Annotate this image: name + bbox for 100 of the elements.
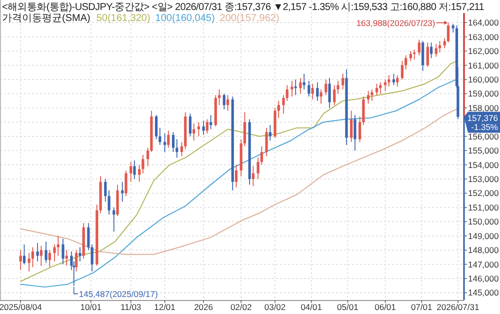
candlestick bbox=[311, 83, 314, 100]
candlestick bbox=[366, 90, 370, 104]
candlestick bbox=[342, 73, 344, 90]
candlestick bbox=[22, 244, 26, 265]
y-tick-label: 160,000 bbox=[468, 74, 499, 84]
candlestick bbox=[112, 206, 116, 232]
candlestick bbox=[290, 80, 294, 97]
candlestick bbox=[222, 93, 226, 110]
candlestick bbox=[48, 250, 51, 268]
y-tick-label: 158,000 bbox=[468, 102, 499, 113]
x-tick-label: 02/02 bbox=[230, 302, 252, 312]
y-tick-label: 149,000 bbox=[468, 230, 499, 241]
candlestick bbox=[28, 252, 30, 272]
candlestick bbox=[422, 40, 424, 72]
x-tick-label: 11/03 bbox=[120, 302, 142, 312]
candlestick bbox=[268, 124, 272, 142]
candlestick bbox=[180, 142, 184, 157]
candlestick bbox=[206, 118, 208, 134]
candlestick bbox=[388, 74, 390, 88]
y-tick-label: 146,000 bbox=[468, 274, 499, 284]
candlestick bbox=[210, 114, 212, 130]
candlestick bbox=[124, 170, 128, 197]
candlestick bbox=[130, 161, 132, 182]
x-tick-label: 05/01 bbox=[337, 302, 359, 312]
candlestick bbox=[154, 114, 158, 140]
candlestick bbox=[218, 88, 221, 106]
candlestick bbox=[90, 244, 94, 272]
candlestick bbox=[409, 50, 412, 62]
candlestick bbox=[202, 120, 205, 136]
y-tick-label: 154,000 bbox=[468, 160, 499, 170]
candlestick bbox=[36, 242, 39, 262]
x-tick-label: 2025/08/04 bbox=[0, 302, 42, 312]
text: 157,376 bbox=[467, 112, 498, 123]
candlestick bbox=[172, 132, 175, 152]
candlestick bbox=[31, 246, 34, 268]
candlestick bbox=[40, 245, 42, 266]
candlestick bbox=[320, 88, 322, 104]
candlestick bbox=[404, 54, 408, 70]
candlestick bbox=[308, 80, 310, 97]
y-tick-label: 164,000 bbox=[468, 18, 499, 28]
x-tick-label: 04/01 bbox=[300, 302, 322, 312]
candlestick bbox=[418, 39, 420, 56]
candlestick bbox=[430, 42, 433, 59]
candlestick bbox=[265, 127, 268, 157]
y-tick-label: 153,000 bbox=[468, 174, 499, 184]
candlestick bbox=[316, 82, 319, 102]
x-tick-label: 10/01 bbox=[80, 302, 102, 312]
candlestick bbox=[133, 160, 136, 180]
candlestick bbox=[192, 123, 196, 142]
candlestick bbox=[286, 84, 288, 102]
y-tick-label: 163,000 bbox=[468, 32, 499, 42]
y-tick-label: 162,000 bbox=[468, 46, 499, 56]
y-tick-label: 145,000 bbox=[468, 288, 499, 298]
candlestick bbox=[19, 250, 22, 270]
y-tick-label: 151,000 bbox=[468, 202, 499, 212]
candlestick bbox=[396, 74, 399, 88]
y-tick-label: 147,000 bbox=[468, 259, 499, 270]
candlestick bbox=[446, 22, 450, 43]
y-tick-label: 155,000 bbox=[468, 146, 499, 156]
candlestick bbox=[434, 43, 438, 58]
y-tick-label: 159,000 bbox=[468, 88, 499, 99]
y-tick-label: 152,000 bbox=[468, 188, 499, 198]
candlestick bbox=[188, 113, 192, 137]
y-tick-label: 148,000 bbox=[468, 245, 499, 256]
candlestick bbox=[252, 166, 254, 187]
y-tick-label: 156,000 bbox=[468, 131, 499, 142]
x-tick-label: 03/02 bbox=[264, 302, 286, 312]
x-tick-label: 07/01 bbox=[410, 302, 432, 312]
x-tick-label: 06/01 bbox=[374, 302, 396, 312]
candlestick bbox=[354, 114, 356, 152]
candlestick bbox=[163, 133, 166, 152]
candlestick bbox=[379, 82, 382, 94]
candlestick bbox=[226, 94, 230, 112]
candlestick bbox=[392, 73, 396, 86]
legend: 가격이동평균(SMA) 50(161,320) 100(160,045) 200(157,962) bbox=[2, 13, 280, 24]
text: -1.35% bbox=[471, 122, 498, 132]
candlestick bbox=[62, 238, 64, 265]
candlestick bbox=[78, 246, 82, 262]
x-tick-label: 12/01 bbox=[154, 302, 176, 312]
annotation: 145,487(2025/09/17) bbox=[78, 288, 158, 299]
candlestick bbox=[158, 127, 162, 146]
candlestick bbox=[350, 110, 353, 142]
candlestick bbox=[75, 250, 78, 272]
candlestick bbox=[413, 49, 416, 60]
candlestick bbox=[167, 130, 170, 148]
candlestick bbox=[176, 138, 178, 158]
candlestick bbox=[375, 83, 378, 96]
chart-title: <해외통화(통합)-USDJPY-중간값> <일> 2026/07/31 종:157,376 ▼2,157 -1.35% 시:159,533 고:160,880 저:157,211 bbox=[2, 2, 485, 13]
x-tick-label: 2026 bbox=[194, 302, 214, 312]
candlestick bbox=[234, 164, 238, 188]
y-tick-label: 161,000 bbox=[468, 60, 499, 70]
candlestick bbox=[426, 42, 429, 68]
x-tick-label: 2026/07/31 bbox=[436, 302, 480, 312]
y-tick-label: 150,000 bbox=[468, 216, 499, 227]
candlestick bbox=[294, 79, 297, 96]
annotation: 163,988(2026/07/23) bbox=[356, 18, 436, 28]
candlestick bbox=[333, 84, 336, 106]
candlestick bbox=[400, 60, 404, 80]
candlestick bbox=[44, 241, 48, 264]
candlestick bbox=[87, 222, 90, 251]
